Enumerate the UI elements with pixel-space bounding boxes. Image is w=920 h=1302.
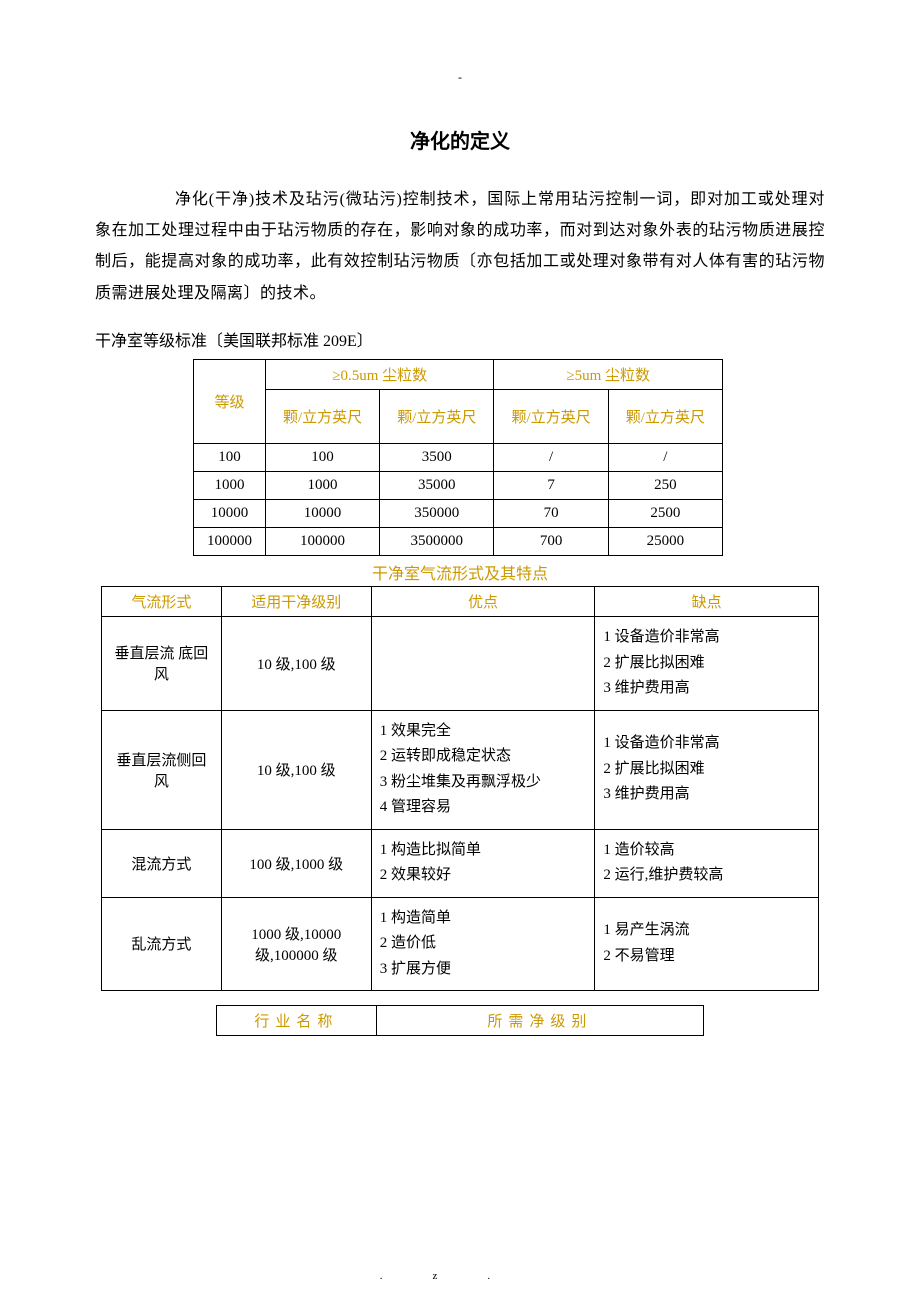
cell: 7 [494, 472, 608, 500]
cell: 100000 [194, 528, 266, 556]
cell: 3500000 [380, 528, 494, 556]
cell: 100 [194, 444, 266, 472]
cell: 100 级,1000 级 [221, 829, 371, 897]
t2-h1: 气流形式 [102, 587, 222, 617]
cell: 1 构造比拟简单2 效果较好 [371, 829, 595, 897]
cell: 1000 级,10000 级,100000 级 [221, 897, 371, 991]
t1-unit: 颗/立方英尺 [265, 390, 379, 444]
cell: / [494, 444, 608, 472]
cell: 10000 [194, 500, 266, 528]
t1-05-header: ≥0.5um 尘粒数 [265, 360, 494, 390]
table-row: 混流方式 100 级,1000 级 1 构造比拟简单2 效果较好 1 造价较高2… [102, 829, 819, 897]
cell: 1000 [265, 472, 379, 500]
t1-level-header: 等级 [194, 360, 266, 444]
cell: 10 级,100 级 [221, 617, 371, 711]
table1-caption: 干净室等级标准〔美国联邦标准 209E〕 [95, 327, 825, 357]
t2-h4: 缺点 [595, 587, 819, 617]
table-row: 垂直层流侧回风 10 级,100 级 1 效果完全2 运转即成稳定状态3 粉尘堆… [102, 710, 819, 829]
cell: 垂直层流侧回风 [102, 710, 222, 829]
industry-table: 行业名称 所需净级别 [216, 1005, 704, 1036]
body-paragraph: 净化(干净)技术及玷污(微玷污)控制技术，国际上常用玷污控制一词，即对加工或处理… [95, 184, 825, 309]
top-dash: - [95, 70, 825, 85]
table-row: 100 100 3500 / / [194, 444, 723, 472]
cell: 1 设备造价非常高2 扩展比拟困难3 维护费用高 [595, 710, 819, 829]
cell: 35000 [380, 472, 494, 500]
t3-h1: 行业名称 [217, 1006, 377, 1036]
t1-unit: 颗/立方英尺 [494, 390, 608, 444]
cleanroom-standard-table: 等级 ≥0.5um 尘粒数 ≥5um 尘粒数 颗/立方英尺 颗/立方英尺 颗/立… [193, 359, 723, 556]
cell: 1 设备造价非常高2 扩展比拟困难3 维护费用高 [595, 617, 819, 711]
cell: 350000 [380, 500, 494, 528]
cell: 25000 [608, 528, 722, 556]
table-row: 1000 1000 35000 7 250 [194, 472, 723, 500]
cell: 100000 [265, 528, 379, 556]
table-row: 垂直层流 底回风 10 级,100 级 1 设备造价非常高2 扩展比拟困难3 维… [102, 617, 819, 711]
table-row: 100000 100000 3500000 700 25000 [194, 528, 723, 556]
cell: 10000 [265, 500, 379, 528]
cell: 1 造价较高2 运行,维护费较高 [595, 829, 819, 897]
cell [371, 617, 595, 711]
cell: 70 [494, 500, 608, 528]
cell: 1 构造简单2 造价低3 扩展方便 [371, 897, 595, 991]
table-row: 乱流方式 1000 级,10000 级,100000 级 1 构造简单2 造价低… [102, 897, 819, 991]
page-title: 净化的定义 [95, 125, 825, 154]
cell: 垂直层流 底回风 [102, 617, 222, 711]
t1-unit: 颗/立方英尺 [380, 390, 494, 444]
table-row: 10000 10000 350000 70 2500 [194, 500, 723, 528]
t3-h2: 所需净级别 [376, 1006, 703, 1036]
cell: 1000 [194, 472, 266, 500]
airflow-table: 气流形式 适用干净级别 优点 缺点 垂直层流 底回风 10 级,100 级 1 … [101, 586, 819, 991]
t1-5-header: ≥5um 尘粒数 [494, 360, 723, 390]
cell: 混流方式 [102, 829, 222, 897]
cell: 700 [494, 528, 608, 556]
cell: 3500 [380, 444, 494, 472]
t2-h2: 适用干净级别 [221, 587, 371, 617]
cell: 2500 [608, 500, 722, 528]
cell: 10 级,100 级 [221, 710, 371, 829]
t1-unit: 颗/立方英尺 [608, 390, 722, 444]
cell: 250 [608, 472, 722, 500]
t2-h3: 优点 [371, 587, 595, 617]
cell: 乱流方式 [102, 897, 222, 991]
table2-caption: 干净室气流形式及其特点 [95, 560, 825, 584]
cell: / [608, 444, 722, 472]
page-footer: .z. [0, 1270, 920, 1282]
cell: 1 易产生涡流2 不易管理 [595, 897, 819, 991]
cell: 1 效果完全2 运转即成稳定状态3 粉尘堆集及再飘浮极少4 管理容易 [371, 710, 595, 829]
cell: 100 [265, 444, 379, 472]
